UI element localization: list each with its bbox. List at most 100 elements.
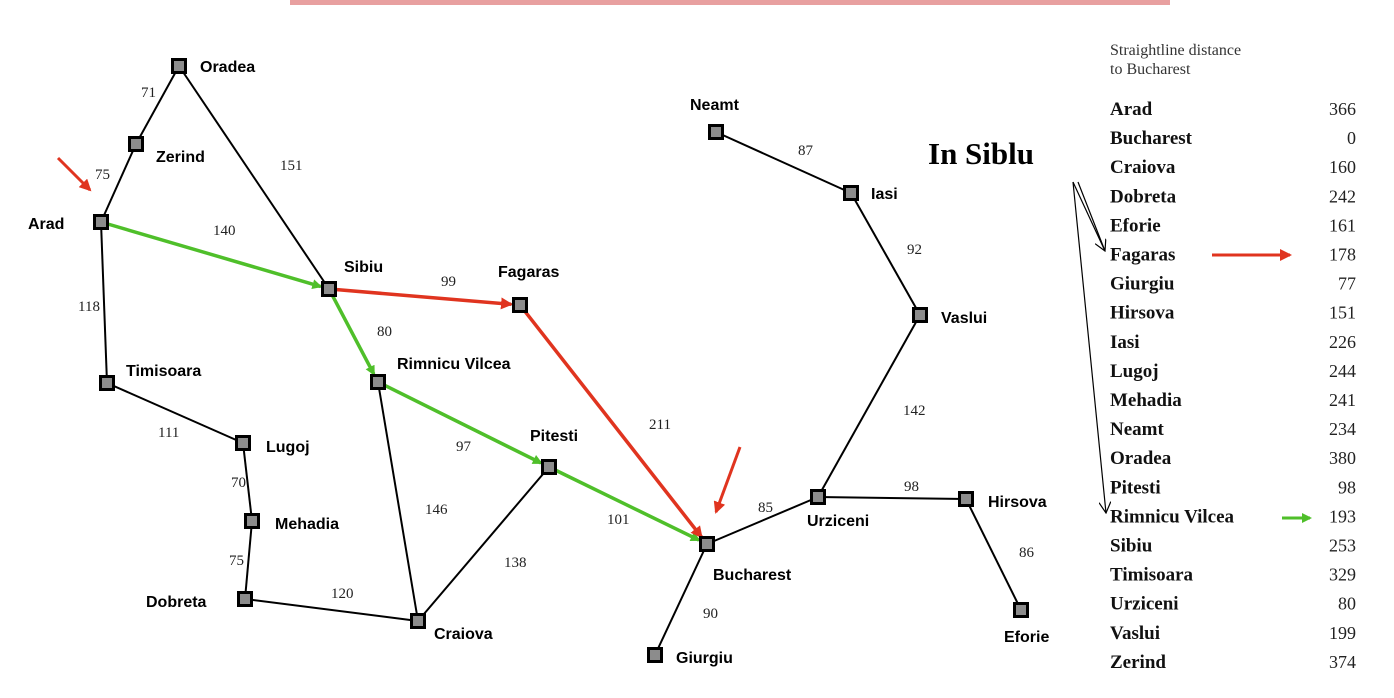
pointer-arrows: [56, 156, 1312, 523]
road-distance-hirsova-eforie: 86: [1019, 545, 1035, 561]
table-distance-value: 226: [1329, 332, 1356, 352]
road-distance-timisoara-lugoj: 111: [158, 425, 179, 441]
table-distance-value: 98: [1338, 477, 1356, 497]
table-city-name: Pitesti: [1110, 477, 1161, 498]
green-path-segment-sibiu-rimnicu: [331, 295, 376, 376]
city-label-hirsova: Hirsova: [988, 494, 1047, 511]
bucharest-pointer-arrow: [713, 446, 742, 514]
table-distance-value: 80: [1338, 594, 1356, 614]
red-path-segment-fagaras-bucharest: [523, 310, 703, 539]
road-distance-lugoj-mehadia: 70: [231, 475, 246, 491]
city-label-craiova: Craiova: [434, 626, 493, 643]
city-label-sibiu: Sibiu: [344, 259, 383, 276]
road-distance-iasi-neamt: 87: [798, 143, 814, 159]
table-city-name: Rimnicu Vilcea: [1110, 506, 1235, 527]
city-node-hirsova: [958, 491, 974, 507]
city-node-sibiu: [321, 281, 337, 297]
city-label-urziceni: Urziceni: [807, 513, 869, 530]
highlighted-paths: [108, 222, 703, 542]
road-timisoara-lugoj: [106, 382, 244, 444]
road-distance-sibiu-rimnicu: 80: [377, 324, 392, 340]
table-distance-value: 178: [1329, 245, 1356, 265]
table-distance-value: 244: [1329, 361, 1356, 381]
city-node-craiova: [410, 613, 426, 629]
road-distance-oradea-sibiu: 151: [280, 158, 303, 174]
city-label-timisoara: Timisoara: [126, 363, 201, 380]
table-row: Rimnicu Vilcea 193: [1110, 506, 1356, 527]
city-label-rimnicu: Rimnicu Vilcea: [397, 356, 511, 373]
road-distance-mehadia-dobreta: 75: [229, 553, 244, 569]
table-distance-value: 161: [1329, 215, 1356, 235]
straightline-distance-table: Straightline distance to Bucharest Arad 3…: [1110, 42, 1356, 673]
road-oradea-zerind: [135, 65, 180, 145]
table-row: Bucharest 0: [1110, 128, 1356, 149]
table-distance-value: 151: [1329, 303, 1356, 323]
table-city-name: Hirsova: [1110, 303, 1175, 324]
city-node-bucharest: [699, 536, 715, 552]
city-node-arad: [93, 214, 109, 230]
road-zerind-arad: [100, 143, 137, 223]
city-label-giurgiu: Giurgiu: [676, 650, 733, 667]
road-hirsova-eforie: [965, 498, 1022, 611]
table-distance-value: 234: [1329, 419, 1356, 439]
table-row: Hirsova 151: [1110, 303, 1356, 324]
city-node-eforie: [1013, 602, 1029, 618]
table-city-name: Craiova: [1110, 157, 1176, 178]
table-city-name: Eforie: [1110, 215, 1161, 236]
road-mehadia-dobreta: [244, 520, 253, 600]
road-distance-arad-timisoara: 118: [78, 299, 100, 315]
table-city-name: Arad: [1110, 99, 1153, 120]
city-label-eforie: Eforie: [1004, 629, 1049, 646]
road-distance-zerind-arad: 75: [95, 167, 110, 183]
city-label-bucharest: Bucharest: [713, 567, 792, 584]
city-node-dobreta: [237, 591, 253, 607]
table-city-name: Timisoara: [1110, 565, 1194, 586]
note-arrow-to-rimnicu: [1077, 181, 1106, 252]
city-labels: Oradea Zerind Arad Timisoara Lugoj Mehadia Dob…: [28, 59, 1049, 667]
table-distance-value: 366: [1329, 99, 1356, 119]
table-row: Dobreta 242: [1110, 186, 1356, 207]
table-row: Craiova 160: [1110, 157, 1356, 178]
table-row: Oradea 380: [1110, 448, 1356, 469]
road-bucharest-giurgiu: [654, 543, 708, 656]
city-node-mehadia: [244, 513, 260, 529]
road-distance-oradea-zerind: 71: [141, 85, 156, 101]
road-urziceni-hirsova: [817, 496, 967, 500]
green-path-segment-rimnicu-pitesti: [384, 383, 543, 465]
road-distance-pitesti-bucharest: 101: [607, 512, 630, 528]
city-label-lugoj: Lugoj: [266, 439, 310, 456]
road-distance-urziceni-vaslui: 142: [903, 403, 926, 419]
table-row: Mehadia 241: [1110, 390, 1356, 411]
table-city-name: Vaslui: [1110, 623, 1160, 644]
table-distance-value: 380: [1329, 448, 1356, 468]
red-path-segment-sibiu-fagaras: [336, 287, 514, 310]
note-arrow-to-rimnicu-vilcea: [1072, 181, 1106, 513]
table-distance-value: 253: [1329, 536, 1356, 556]
table-row: Arad 366: [1110, 99, 1356, 120]
road-urziceni-vaslui: [817, 314, 921, 498]
table-city-name: Iasi: [1110, 332, 1140, 353]
table-row: Neamt 234: [1110, 419, 1356, 440]
city-label-fagaras: Fagaras: [498, 264, 559, 281]
road-craiova-pitesti: [417, 466, 550, 622]
city-label-neamt: Neamt: [690, 97, 740, 114]
table-distance-value: 77: [1338, 274, 1356, 294]
city-node-giurgiu: [647, 647, 663, 663]
table-city-name: Urziceni: [1110, 594, 1179, 615]
city-node-pitesti: [541, 459, 557, 475]
city-label-zerind: Zerind: [156, 149, 205, 166]
table-distance-value: 241: [1329, 390, 1356, 410]
city-node-vaslui: [912, 307, 928, 323]
table-row: Giurgiu 77: [1110, 274, 1356, 295]
city-label-iasi: Iasi: [871, 186, 898, 203]
table-rows: Arad 366 Bucharest 0 Craiova 160 Dobreta 242 Efo…: [1110, 99, 1356, 673]
table-city-name: Lugoj: [1110, 361, 1159, 382]
road-distance-bucharest-giurgiu: 90: [703, 606, 718, 622]
table-city-name: Neamt: [1110, 419, 1164, 440]
table-city-name: Giurgiu: [1110, 274, 1175, 295]
road-dobreta-craiova: [244, 598, 419, 622]
road-distance-sibiu-fagaras: 99: [441, 274, 456, 290]
green-path-segment-arad-sibiu: [108, 222, 323, 290]
table-row: Eforie 161: [1110, 215, 1356, 236]
